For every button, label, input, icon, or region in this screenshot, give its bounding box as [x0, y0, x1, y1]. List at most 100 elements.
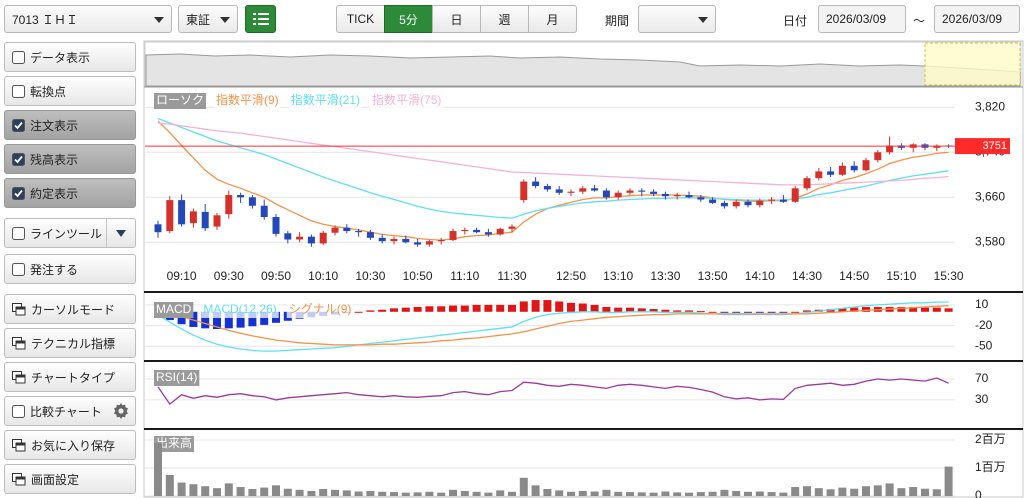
y-tick-label: 2百万: [975, 432, 1006, 446]
sidebar-label: 画面設定: [31, 472, 80, 487]
sidebar-button[interactable]: 注文表示: [4, 110, 136, 140]
volume-bar: [626, 492, 634, 496]
date-separator: ～: [913, 14, 926, 28]
x-tick-label: 10:10: [308, 269, 338, 283]
histogram-bar: [460, 305, 469, 312]
sidebar-button[interactable]: お気に入り保存: [4, 430, 136, 460]
legend-box: [201, 302, 279, 318]
sidebar-label: チャートタイプ: [31, 370, 115, 385]
histogram-bar: [685, 310, 693, 312]
interval-button[interactable]: 週: [480, 5, 529, 33]
volume-bar: [272, 485, 280, 496]
window-icon: [12, 472, 26, 486]
volume-bar: [850, 488, 859, 496]
settings-button[interactable]: [107, 397, 135, 425]
candle-body: [414, 242, 422, 245]
candle-body: [319, 232, 327, 244]
market-select[interactable]: 東証: [178, 5, 238, 33]
histogram-bar: [248, 311, 257, 327]
volume-bar: [673, 492, 682, 496]
volume-bar: [732, 490, 741, 496]
histogram-bar: [425, 306, 434, 312]
volume-bar: [531, 485, 540, 496]
interval-button[interactable]: 月: [528, 5, 577, 33]
histogram-bar: [661, 309, 670, 312]
volume-bar: [767, 492, 776, 496]
candle-body: [296, 236, 304, 240]
volume-bar: [425, 491, 434, 496]
candle-body: [591, 188, 599, 191]
x-tick-label: 10:30: [355, 269, 385, 283]
interval-button[interactable]: 5分: [384, 5, 433, 33]
sidebar-button[interactable]: カーソルモード: [4, 294, 136, 324]
volume-bar: [720, 489, 729, 496]
x-tick-label: 14:50: [839, 269, 869, 283]
volume-bar: [342, 490, 351, 496]
candle-body: [732, 201, 740, 207]
menu-toggle[interactable]: [106, 219, 135, 247]
sidebar-button[interactable]: 約定表示: [4, 178, 136, 208]
volume-bar: [354, 491, 363, 496]
interval-button[interactable]: 日: [432, 5, 481, 33]
symbol: 7013 ＩＨＩ: [12, 12, 79, 27]
window-icon: [12, 438, 26, 452]
sidebar-button[interactable]: 画面設定: [4, 464, 136, 494]
volume-bar: [307, 490, 316, 496]
volume-bar: [283, 488, 292, 496]
x-tick-label: 09:10: [167, 269, 197, 283]
histogram-bar: [555, 301, 564, 312]
checkbox: [12, 186, 25, 200]
sidebar-button[interactable]: 比較チャート: [4, 396, 136, 426]
period-select[interactable]: [638, 5, 716, 33]
interval-group: TICK 5分日週月: [336, 5, 577, 33]
volume-bar: [744, 491, 752, 496]
period-label: 期間: [605, 14, 630, 28]
window-icon: [12, 370, 26, 384]
symbol-select[interactable]: 7013 ＩＨＩ: [4, 5, 172, 33]
volume-bar: [224, 483, 233, 496]
date-from[interactable]: 2026/03/09: [818, 5, 906, 33]
sidebar-button[interactable]: 残高表示: [4, 144, 136, 174]
histogram-bar: [236, 311, 245, 328]
volume-bar: [260, 487, 269, 496]
legend-item: 出来高: [156, 435, 192, 450]
candle-body: [484, 232, 492, 235]
overview-window[interactable]: [924, 42, 1021, 86]
sidebar-button[interactable]: 転換点: [4, 76, 136, 106]
sidebar-label: 約定表示: [30, 186, 79, 201]
volume-bar: [708, 491, 717, 496]
candle-body: [307, 236, 315, 244]
date-label: 日付: [783, 14, 808, 28]
histogram-bar: [755, 311, 764, 313]
legend-item: 指数平滑(75): [372, 92, 441, 107]
sidebar-button[interactable]: テクニカル指標: [4, 328, 136, 358]
x-tick-label: 15:30: [934, 269, 964, 283]
x-tick-label: 14:30: [792, 269, 822, 283]
sidebar-label: 残高表示: [30, 152, 79, 167]
candle-body: [626, 190, 634, 193]
interval-button[interactable]: TICK: [336, 5, 385, 33]
sidebar-button[interactable]: ラインツール: [4, 218, 136, 248]
histogram-bar: [189, 311, 198, 327]
volume-bar: [873, 485, 882, 496]
sidebar-button[interactable]: データ表示: [4, 42, 136, 72]
candle-body: [390, 238, 398, 242]
candle-body: [567, 191, 575, 193]
candle-body: [284, 233, 292, 240]
legend-box: [154, 370, 200, 386]
candle-body: [213, 215, 221, 227]
sidebar-button[interactable]: 発注する: [4, 254, 136, 284]
date-to[interactable]: 2026/03/09: [934, 5, 1020, 33]
histogram-bar: [413, 306, 422, 312]
line: [157, 304, 949, 346]
histogram-bar: [649, 309, 658, 312]
legend-box: [214, 93, 281, 109]
y-tick-label: 1百万: [975, 460, 1006, 474]
candle-body: [756, 200, 764, 206]
y-tick-label: 30: [975, 392, 989, 406]
x-tick-label: 12:50: [556, 269, 586, 283]
sidebar-button[interactable]: チャートタイプ: [4, 362, 136, 392]
candle-body: [555, 189, 563, 193]
list-button[interactable]: [245, 5, 276, 33]
